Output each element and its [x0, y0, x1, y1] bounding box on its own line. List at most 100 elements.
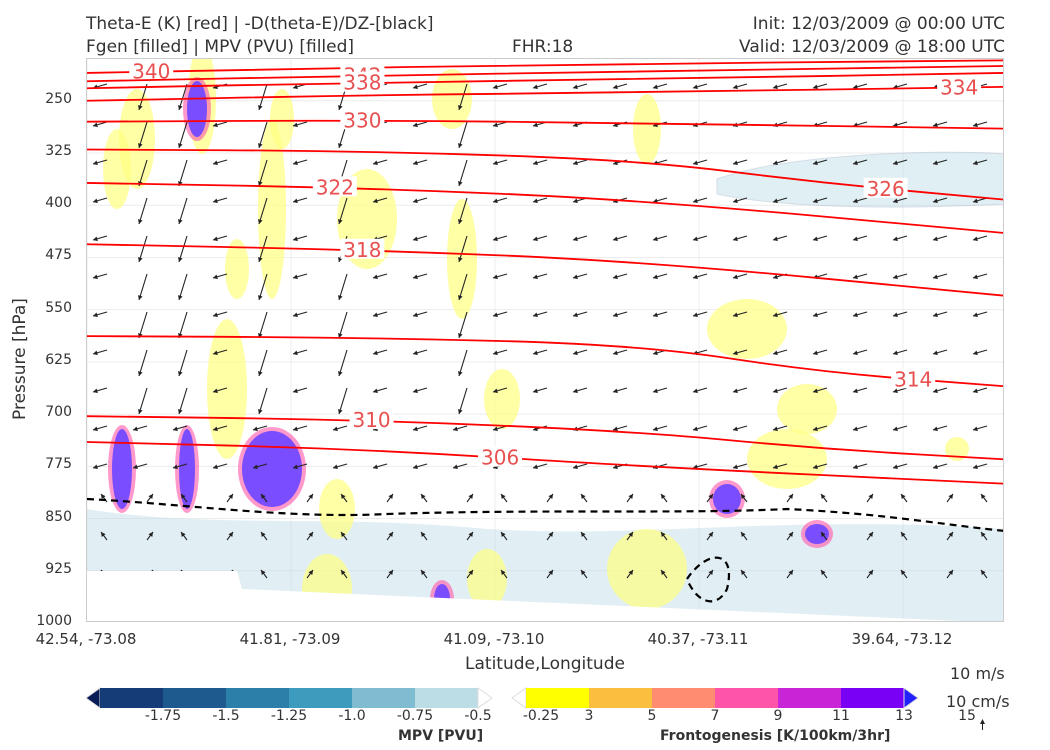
- wind-vector-head: [133, 426, 138, 432]
- wind-vector-head: [741, 494, 746, 499]
- mpv-colorbar-segment: [477, 687, 493, 709]
- wind-vector-head: [773, 426, 778, 432]
- y-tick-label: 700: [45, 404, 72, 421]
- wind-vector-head: [613, 274, 618, 280]
- wind-vector-head: [893, 388, 898, 394]
- wind-vector-head: [653, 274, 658, 280]
- wind-vector-head: [948, 532, 953, 537]
- wind-vector-head: [337, 295, 343, 300]
- wind-vector-head: [337, 219, 343, 224]
- wind-vector-head: [457, 333, 463, 338]
- y-tick-label: 550: [45, 299, 72, 316]
- wind-vector-head: [733, 84, 738, 90]
- wind-vector-head: [973, 274, 978, 280]
- wind-vector-head: [137, 257, 143, 262]
- wind-vector-head: [457, 219, 463, 224]
- theta-e-label-bg: [340, 238, 385, 259]
- mpv_colorbar-tick: -1.5: [212, 708, 240, 724]
- wind-vector-head: [341, 494, 346, 499]
- wind-vector: [458, 273, 468, 301]
- fgen-colorbar-segment: [778, 688, 841, 708]
- mpv_colorbar-tick: -0.25: [522, 708, 560, 724]
- wind-vector: [458, 197, 468, 225]
- wind-vector-head: [213, 198, 218, 204]
- wind-vector-head: [533, 160, 538, 166]
- wind-vector-head: [581, 494, 586, 499]
- fgen-fill-area: [607, 529, 687, 609]
- wind-vector-head: [548, 532, 553, 537]
- wind-vector-head: [293, 312, 298, 318]
- wind-vector-head: [413, 274, 418, 280]
- fgen-core: [112, 429, 132, 509]
- wind-vector-head: [901, 570, 906, 575]
- wind-vector-head: [573, 274, 578, 280]
- wind-vector-head: [981, 532, 986, 537]
- wind-vector: [258, 197, 268, 225]
- mpv_colorbar-tick: -1.0: [338, 708, 366, 724]
- mpv-colorbar-segment: [226, 688, 289, 708]
- wind-vector-head: [813, 388, 818, 394]
- wind-vector-head: [333, 426, 338, 432]
- theta-e-contour: [87, 72, 1003, 90]
- wind-vector-head: [421, 570, 426, 575]
- wind-vector-head: [573, 388, 578, 394]
- wind-vector: [138, 387, 148, 415]
- wind-vector-head: [933, 464, 938, 470]
- y-tick-label: 775: [45, 456, 72, 473]
- init-time: Init: 12/03/2009 @ 00:00 UTC: [752, 14, 1005, 34]
- wind-vector-head: [181, 494, 186, 499]
- theta-e-contour: [87, 65, 1003, 83]
- wind-vector-head: [413, 84, 418, 90]
- fgen-fill-area: [119, 89, 155, 189]
- theta-e-label-bg: [129, 60, 174, 81]
- fgen-colorbar-segment: [841, 688, 904, 708]
- wind-vector-head: [337, 409, 343, 414]
- wind-vector-head: [457, 371, 463, 376]
- wind-vector-head: [868, 570, 873, 575]
- wind-vector-head: [101, 494, 106, 499]
- wind-vector-head: [337, 371, 343, 376]
- wind-vector-head: [373, 388, 378, 394]
- theta-e-label-bg: [891, 368, 936, 389]
- wind-vector-head: [853, 426, 858, 432]
- theta-e-contour: [87, 243, 1003, 297]
- wind-vector-head: [493, 350, 498, 356]
- ref-arrow-icon: [980, 719, 985, 730]
- theta-e-label-bg: [863, 177, 908, 198]
- fgen-core: [187, 81, 207, 137]
- chart-title-line2: Fgen [filled] | MPV (PVU) [filled]: [86, 37, 355, 57]
- wind-vector-head: [337, 333, 343, 338]
- wind-vector: [178, 121, 188, 149]
- wind-vector-head: [733, 274, 738, 280]
- wind-vector-head: [493, 160, 498, 166]
- wind-vector-head: [893, 122, 898, 128]
- wind-vector-head: [813, 464, 818, 470]
- y-tick-label: 400: [45, 195, 72, 212]
- wind-vector-head: [901, 494, 906, 499]
- fgen-fill-area: [747, 429, 827, 489]
- wind-vector-head: [853, 388, 858, 394]
- wind-vector-head: [177, 105, 183, 110]
- wind-vector-head: [261, 570, 266, 575]
- wind-vector-head: [573, 464, 578, 470]
- wind-vector-head: [293, 274, 298, 280]
- mpv_colorbar-tick: -1.75: [144, 708, 182, 724]
- forecast-hour: FHR:18: [512, 37, 574, 57]
- wind-vector-head: [468, 532, 473, 537]
- wind-vector-head: [373, 160, 378, 166]
- wind-vector-head: [973, 198, 978, 204]
- wind-vector-head: [308, 570, 313, 575]
- wind-vector: [178, 387, 188, 415]
- theta-e-contour: [87, 148, 1003, 201]
- wind-vector-head: [533, 84, 538, 90]
- wind-vector-head: [653, 84, 658, 90]
- wind-vector-head: [257, 295, 263, 300]
- wind-vector-head: [613, 426, 618, 432]
- terrain-mask: [87, 571, 961, 621]
- fgen-fill-area: [207, 319, 247, 459]
- dtheta-contour: [685, 556, 730, 603]
- wind-vector: [138, 83, 148, 111]
- wind-vector-head: [413, 426, 418, 432]
- wind-vector-head: [213, 464, 218, 470]
- wind-vector-head: [501, 570, 506, 575]
